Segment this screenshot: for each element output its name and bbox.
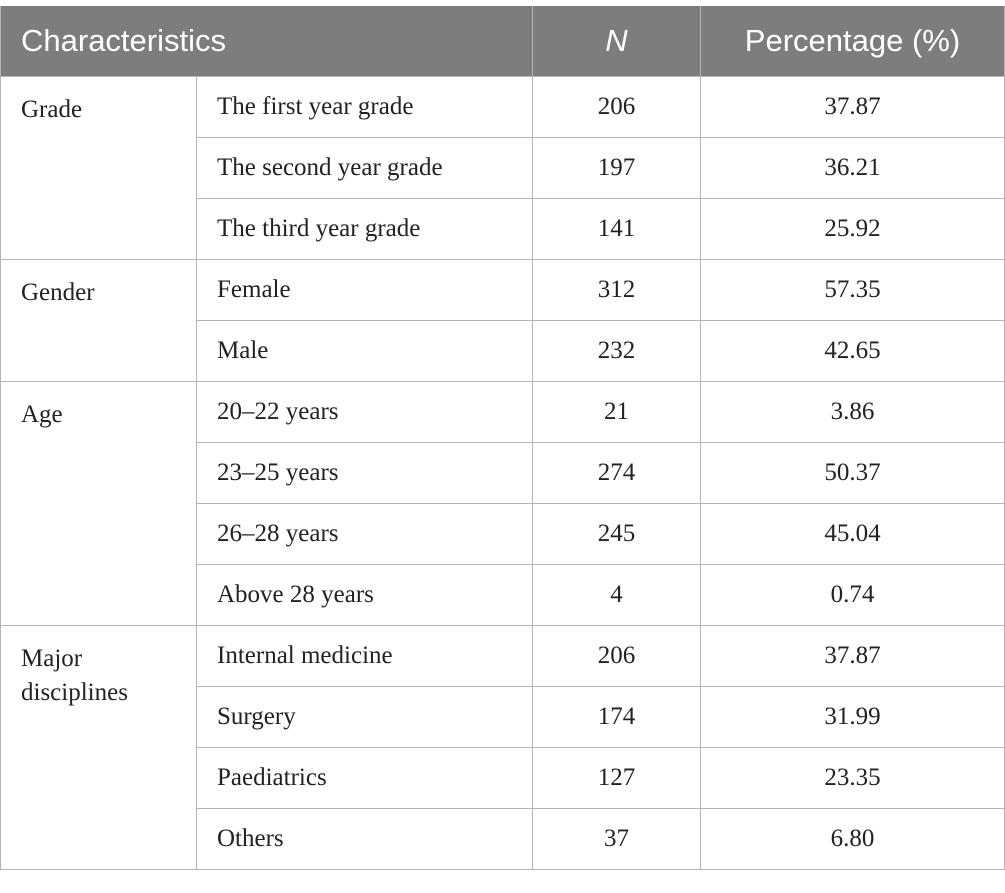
demographics-table-wrapper: Characteristics N Percentage (%) Grade T… — [0, 6, 1005, 870]
item-cell: 23–25 years — [196, 442, 533, 504]
n-cell: 206 — [532, 625, 701, 687]
percentage-cell: 3.86 — [700, 381, 1005, 443]
group-label: Major disciplines — [21, 645, 128, 706]
percentage-cell: 57.35 — [700, 259, 1005, 321]
n-cell: 274 — [532, 442, 701, 504]
table-row: Others 37 6.80 — [1, 808, 1005, 870]
item-cell: Internal medicine — [196, 625, 533, 687]
header-row: Characteristics N Percentage (%) — [0, 6, 1005, 77]
item-cell: The third year grade — [196, 198, 533, 260]
item-cell: Others — [196, 808, 533, 870]
group-label: Age — [21, 401, 63, 428]
n-cell: 312 — [532, 259, 701, 321]
percentage-cell: 50.37 — [700, 442, 1005, 504]
item-cell: 20–22 years — [196, 381, 533, 443]
n-cell: 127 — [532, 747, 701, 809]
n-cell: 37 — [532, 808, 701, 870]
group-cell-gender: Gender — [0, 259, 197, 382]
table-row: The second year grade 197 36.21 — [1, 137, 1005, 199]
n-cell: 141 — [532, 198, 701, 260]
table-row: Grade The first year grade 206 37.87 — [0, 76, 1005, 260]
table-row: Gender Female 312 57.35 — [0, 259, 1005, 382]
header-n: N — [532, 6, 701, 77]
n-cell: 174 — [532, 686, 701, 748]
percentage-cell: 0.74 — [700, 564, 1005, 626]
table-header: Characteristics N Percentage (%) — [0, 6, 1005, 77]
group-cell-grade: Grade — [0, 76, 197, 260]
n-cell: 245 — [532, 503, 701, 565]
header-characteristics: Characteristics — [0, 6, 533, 77]
item-cell: The second year grade — [196, 137, 533, 199]
percentage-cell: 25.92 — [700, 198, 1005, 260]
percentage-cell: 42.65 — [700, 320, 1005, 382]
n-cell: 21 — [532, 381, 701, 443]
item-cell: 26–28 years — [196, 503, 533, 565]
table-row: Above 28 years 4 0.74 — [1, 564, 1005, 626]
table-row: Age 20–22 years 21 3.86 — [0, 381, 1005, 626]
item-cell: Female — [196, 259, 533, 321]
percentage-cell: 45.04 — [700, 503, 1005, 565]
group-cell-major-disciplines: Major disciplines — [0, 625, 197, 870]
n-cell: 4 — [532, 564, 701, 626]
item-cell: Surgery — [196, 686, 533, 748]
table-body: Grade The first year grade 206 37.87 The… — [0, 76, 1005, 870]
table-row: Surgery 174 31.99 — [1, 686, 1005, 748]
group-label: Grade — [21, 96, 83, 123]
demographics-table: Characteristics N Percentage (%) Grade T… — [0, 6, 1005, 870]
group-cell-age: Age — [0, 381, 197, 626]
item-cell: Male — [196, 320, 533, 382]
n-cell: 197 — [532, 137, 701, 199]
n-cell: 206 — [532, 76, 701, 138]
group-label: Gender — [21, 279, 95, 306]
item-cell: The first year grade — [196, 76, 533, 138]
header-percentage: Percentage (%) — [700, 6, 1005, 77]
table-row: Major disciplines Internal medicine 206 … — [0, 625, 1005, 870]
n-cell: 232 — [532, 320, 701, 382]
percentage-cell: 37.87 — [700, 625, 1005, 687]
percentage-cell: 6.80 — [700, 808, 1005, 870]
percentage-cell: 31.99 — [700, 686, 1005, 748]
item-cell: Paediatrics — [196, 747, 533, 809]
table-row: 23–25 years 274 50.37 — [1, 442, 1005, 504]
item-cell: Above 28 years — [196, 564, 533, 626]
percentage-cell: 37.87 — [700, 76, 1005, 138]
table-row: Paediatrics 127 23.35 — [1, 747, 1005, 809]
percentage-cell: 23.35 — [700, 747, 1005, 809]
percentage-cell: 36.21 — [700, 137, 1005, 199]
table-row: 26–28 years 245 45.04 — [1, 503, 1005, 565]
